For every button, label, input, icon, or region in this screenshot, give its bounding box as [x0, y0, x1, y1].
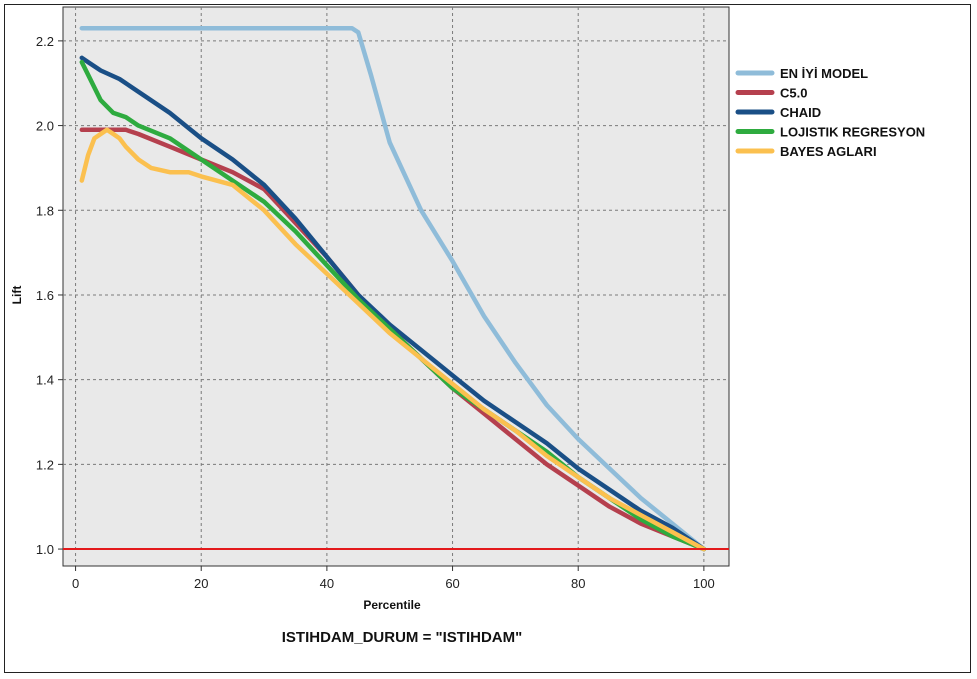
- y-tick-label: 1.4: [36, 373, 54, 388]
- legend-label: LOJISTIK REGRESYON: [780, 125, 925, 140]
- chart-frame: 0 20 40 60 80 100 1.0 1.2 1.4 1.6 1.8 2.0 2.2 EN İYİ…: [4, 4, 971, 673]
- x-tick-label: 100: [693, 576, 715, 591]
- legend-label: EN İYİ MODEL: [780, 66, 868, 81]
- x-tick-label: 80: [571, 576, 585, 591]
- legend-label: CHAID: [780, 105, 821, 120]
- series-line-4: [79, 127, 707, 552]
- plot-area: [62, 6, 730, 567]
- y-tick-label: 1.2: [36, 457, 54, 472]
- legend-label: C5.0: [780, 86, 807, 101]
- x-tick-label: 20: [194, 576, 208, 591]
- y-tick-label: 1.8: [36, 203, 54, 218]
- series-line-2: [79, 55, 707, 552]
- y-tick-label: 2.2: [36, 34, 54, 49]
- legend-label: BAYES AGLARI: [780, 144, 877, 159]
- legend: EN İYİ MODEL C5.0 CHAID LOJISTIK REGRESYON B…: [735, 66, 925, 159]
- y-tick-label: 2.0: [36, 119, 54, 134]
- x-tick-label: 0: [72, 576, 79, 591]
- lift-chart: 0 20 40 60 80 100 1.0 1.2 1.4 1.6 1.8 2.0 2.2 EN İYİ…: [10, 6, 925, 646]
- series-line-0: [79, 25, 707, 552]
- y-tick-label: 1.6: [36, 288, 54, 303]
- axes: 0 20 40 60 80 100 1.0 1.2 1.4 1.6 1.8 2.0 2.2: [36, 34, 715, 591]
- y-axis-label: Lift: [10, 286, 24, 305]
- chart-subtitle: ISTIHDAM_DURUM = "ISTIHDAM": [282, 629, 522, 646]
- x-tick-label: 40: [320, 576, 334, 591]
- x-axis-label: Percentile: [363, 598, 421, 612]
- series-lines: [79, 25, 707, 552]
- x-tick-label: 60: [445, 576, 459, 591]
- y-tick-label: 1.0: [36, 542, 54, 557]
- grid-lines: [63, 7, 729, 566]
